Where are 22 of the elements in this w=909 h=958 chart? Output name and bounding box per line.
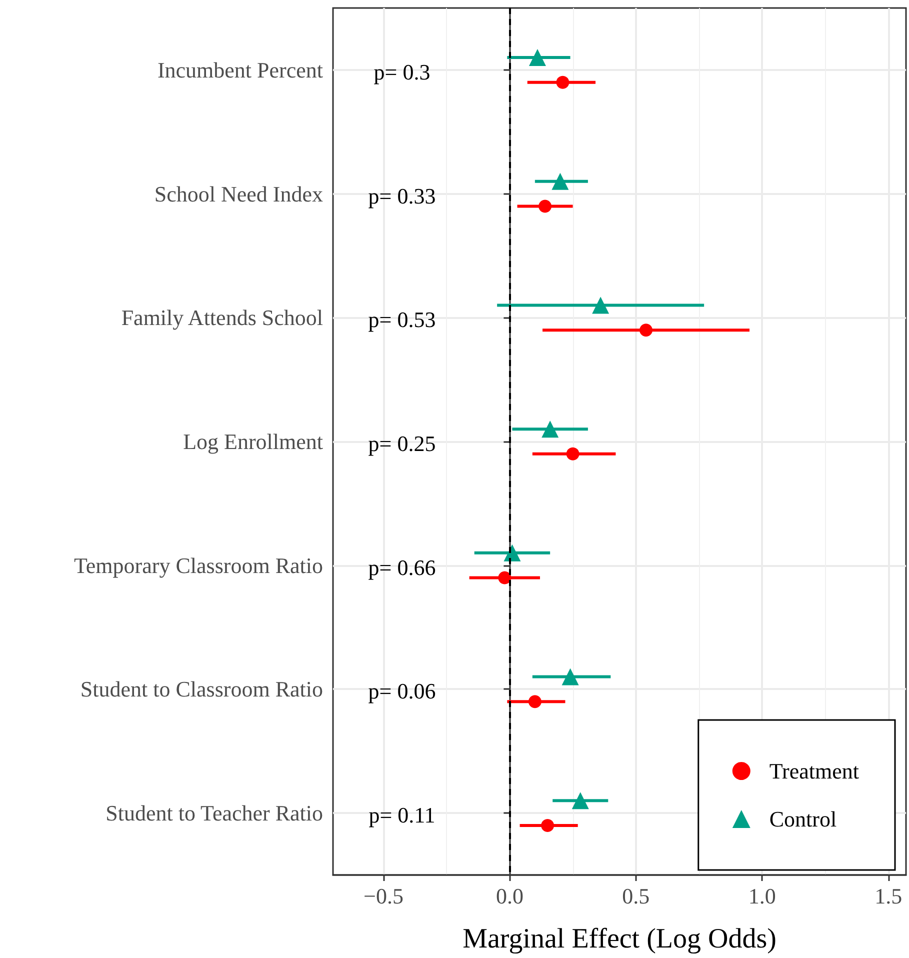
legend-label: Treatment bbox=[769, 758, 860, 784]
x-tick-label: 1.5 bbox=[874, 884, 902, 908]
y-tick-label: Student to Teacher Ratio bbox=[106, 800, 323, 826]
x-tick-label: 0.5 bbox=[622, 884, 650, 908]
y-tick-label: School Need Index bbox=[154, 181, 323, 206]
annotation: p= 0.11 bbox=[368, 802, 436, 828]
y-tick-label: Student to Classroom Ratio bbox=[80, 676, 323, 702]
annotation: p= 0.33 bbox=[368, 183, 436, 208]
legend-label: Control bbox=[769, 806, 837, 832]
y-tick-label: Temporary Classroom Ratio bbox=[74, 552, 323, 578]
y-tick-label: Family Attends School bbox=[121, 305, 323, 330]
annotation: p= 0.25 bbox=[368, 431, 436, 456]
annotation: p= 0.53 bbox=[368, 307, 436, 332]
y-tick-label: Log Enrollment bbox=[183, 429, 323, 454]
annotation: p= 0.3 bbox=[374, 59, 430, 84]
annotation: p= 0.06 bbox=[368, 678, 436, 704]
x-tick-label: 0.0 bbox=[496, 884, 524, 908]
annotation: p= 0.66 bbox=[368, 554, 436, 580]
x-tick-label: 1.0 bbox=[748, 884, 776, 908]
x-axis-title: Marginal Effect (Log Odds) bbox=[462, 924, 776, 954]
x-tick-label: −0.5 bbox=[364, 884, 404, 908]
y-tick-label: Incumbent Percent bbox=[157, 57, 323, 82]
